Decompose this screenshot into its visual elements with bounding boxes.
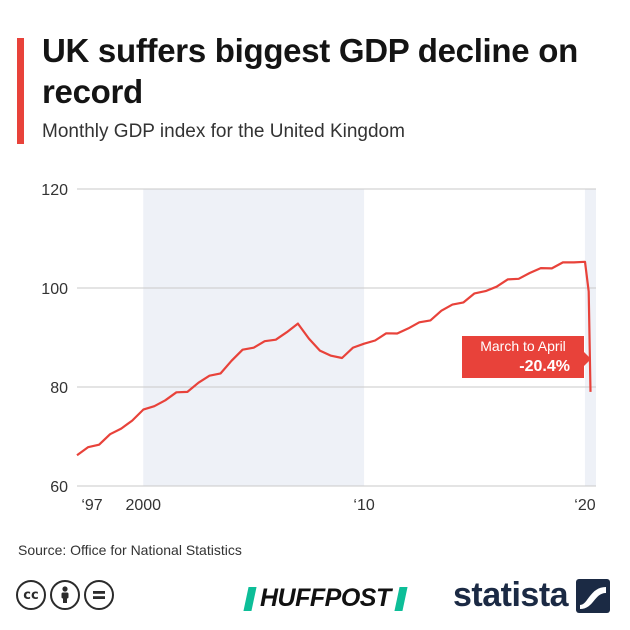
x-tick-label: 2000 — [125, 497, 161, 514]
chart-subtitle: Monthly GDP index for the United Kingdom — [42, 121, 405, 142]
y-axis-ticks: 60 80 100 120 — [41, 182, 68, 496]
x-tick-label: ‘20 — [574, 497, 595, 514]
grid-lines — [77, 188, 596, 487]
source-note: Source: Office for National Statistics — [18, 542, 242, 558]
chart-title: UK suffers biggest GDP decline on record — [42, 32, 578, 110]
annotation-value: -20.4% — [519, 358, 570, 375]
statista-logo[interactable]: statista — [453, 576, 611, 615]
license-icons: cc — [16, 580, 114, 610]
y-tick-label: 120 — [41, 182, 68, 199]
by-icon[interactable] — [50, 580, 80, 610]
x-tick-label: ‘97 — [81, 497, 102, 514]
drop-annotation: March to April -20.4% — [462, 336, 591, 378]
huffpost-wordmark: HUFFPOST — [260, 584, 391, 612]
statista-mark-icon — [576, 578, 611, 613]
cc-icon[interactable]: cc — [16, 580, 46, 610]
shaded-period — [143, 189, 365, 486]
nd-icon[interactable] — [84, 580, 114, 610]
y-tick-label: 80 — [50, 380, 68, 397]
x-tick-label: ‘10 — [353, 497, 374, 514]
y-tick-label: 100 — [41, 281, 68, 298]
x-axis-ticks: ‘97 2000 ‘10 ‘20 — [81, 497, 595, 514]
annotation-box — [462, 336, 584, 378]
y-tick-label: 60 — [50, 479, 68, 496]
statista-wordmark: statista — [453, 576, 569, 614]
huffpost-logo[interactable]: HUFFPOST — [243, 584, 408, 613]
annotation-label: March to April — [480, 338, 566, 354]
annotation-pointer — [584, 352, 591, 366]
gdp-series-line — [76, 260, 592, 457]
huffpost-slash-icon — [243, 586, 257, 611]
title-accent-bar — [17, 38, 24, 144]
